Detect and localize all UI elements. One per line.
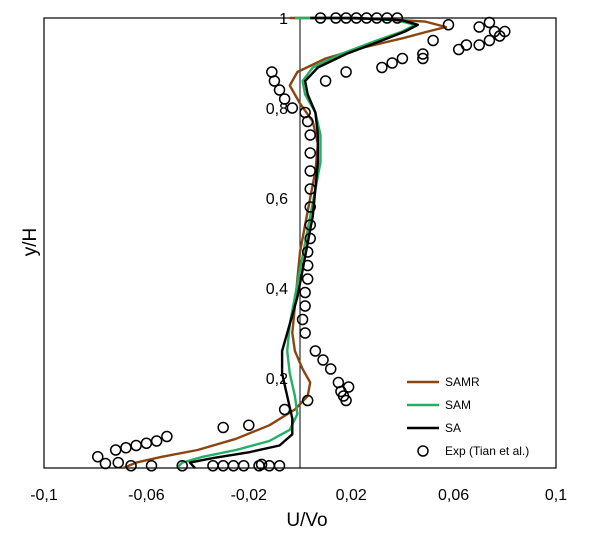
x-tick-label: 0,02 [336,487,367,504]
exp-data-point [442,19,455,31]
exp-data-point [427,34,439,47]
exp-data-point [237,460,250,472]
exp-data-point [176,460,188,472]
exp-data-point [324,363,337,375]
exp-data-point [278,93,291,105]
exp-data-point [299,300,311,312]
legend-label: SA [445,421,461,435]
y-tick-label: 0,6 [266,191,288,208]
x-tick-label: -0,1 [30,487,58,504]
legend-label: Exp (Tian et al.) [445,444,529,458]
exp-data-point [304,183,316,195]
exp-data-point [301,273,314,285]
exp-data-point [217,460,229,472]
exp-data-point [319,75,332,87]
series-line-sa [188,16,419,469]
exp-data-point [337,390,350,402]
exp-data-point [488,25,501,38]
exp-data-point [342,381,355,393]
x-tick-label: 0,1 [545,487,567,504]
exp-data-point [286,102,299,114]
exp-data-point [273,460,286,472]
exp-data-point [304,147,316,159]
exp-data-point [301,394,314,407]
exp-data-point [483,16,496,29]
exp-data-point [332,376,345,389]
x-tick-label: -0,02 [231,487,268,504]
x-tick-label: 0,06 [438,487,469,504]
exp-data-point [376,61,388,74]
exp-data-point [417,48,429,60]
exp-data-point [255,458,268,471]
y-axis-title: y/H [20,228,41,257]
exp-data-point [140,437,153,449]
exp-data-point [207,460,219,472]
exp-data-point [340,66,352,78]
legend-label: SAM [445,398,471,412]
exp-data-point [304,219,316,231]
exp-data-point [150,435,163,447]
exp-data-point [314,12,327,24]
exp-data-point [112,456,124,469]
exp-data-point [217,421,229,434]
exp-data-point [278,403,291,416]
exp-data-point [304,165,316,177]
exp-data-point [99,457,112,470]
exp-data-point [299,106,311,119]
y-tick-label: 0,8 [266,101,288,118]
exp-data-point [299,327,311,339]
exp-data-point [304,201,316,213]
y-tick-label: 0,4 [266,281,288,298]
y-tick-label: 0,2 [266,371,288,388]
exp-data-point [273,84,286,96]
exp-data-point [304,129,316,141]
x-tick-label: -0,06 [128,487,165,504]
legend: SAMR SAM SA Exp (Tian et al.) [407,375,529,458]
exp-data-point [266,66,278,78]
legend-label: SAMR [445,375,480,389]
series-line-sam [176,16,417,469]
exp-data-point [473,39,485,51]
exp-data-point [396,52,409,65]
x-axis-title: U/Vo [286,510,327,531]
exp-data-point [92,451,104,463]
exp-data-point [243,419,255,431]
exp-data-point [417,52,429,65]
y-tick-label: 1 [279,11,288,28]
legend-swatch [417,445,429,457]
exp-data-point [309,345,322,357]
exp-data-point [296,313,309,326]
exp-data-point [317,354,329,366]
exp-data-point [301,246,314,258]
exp-data-point [360,12,373,24]
exp-data-point [125,460,137,472]
exp-data-point [391,12,404,24]
exp-data-point [227,460,240,472]
exp-data-point [120,442,132,454]
exp-data-point [386,57,398,69]
exp-data-point [299,286,311,299]
exp-data-point [109,444,122,456]
exp-data-point [145,460,158,472]
exp-data-point [460,39,473,51]
exp-data-point [130,439,142,452]
series-line-samr [122,16,448,470]
exp-data-point [304,232,316,245]
exp-data-point [301,259,314,272]
exp-data-point [161,430,173,443]
exp-data-point [473,21,485,33]
exp-data-point [483,34,496,47]
